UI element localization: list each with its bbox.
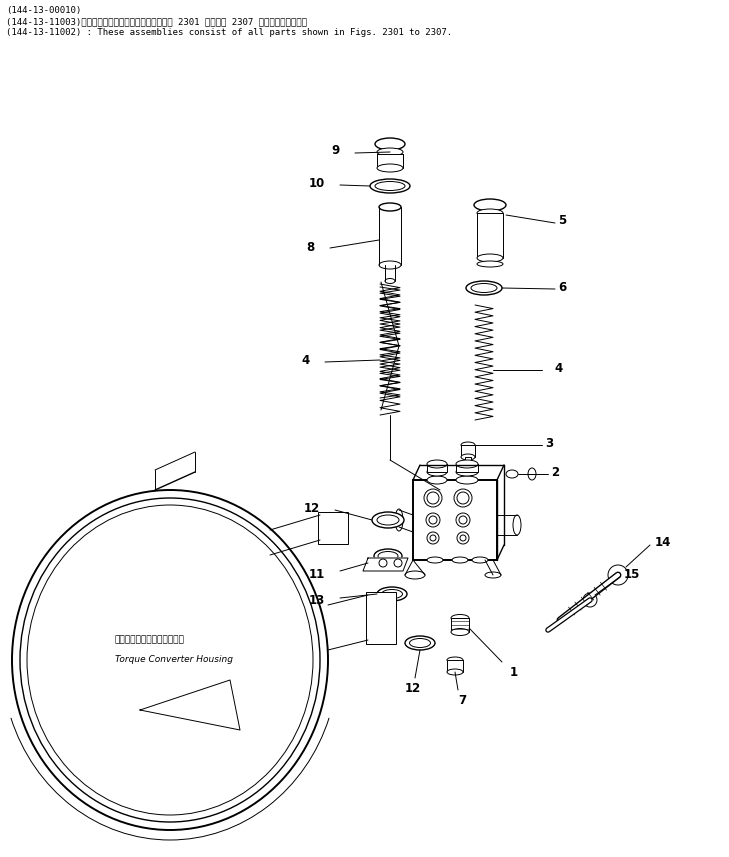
Text: 6: 6: [558, 280, 566, 293]
Circle shape: [427, 532, 439, 544]
Ellipse shape: [395, 509, 403, 531]
Ellipse shape: [477, 254, 503, 262]
Circle shape: [379, 559, 387, 567]
Text: 2: 2: [551, 465, 559, 478]
Bar: [413, 480, 497, 560]
Bar: [477, 213, 503, 258]
Circle shape: [430, 535, 436, 541]
Circle shape: [426, 513, 440, 527]
Circle shape: [424, 489, 442, 507]
Text: Torque Converter Housing: Torque Converter Housing: [115, 656, 233, 664]
Text: (144-13-00010): (144-13-00010): [6, 6, 81, 15]
Circle shape: [457, 532, 469, 544]
Ellipse shape: [20, 498, 320, 822]
Ellipse shape: [405, 571, 425, 579]
Bar: [447, 660, 463, 672]
Text: 7: 7: [458, 693, 466, 706]
Text: 8: 8: [307, 241, 315, 254]
Circle shape: [394, 559, 402, 567]
Text: 12: 12: [405, 681, 421, 694]
Circle shape: [429, 516, 437, 524]
Ellipse shape: [427, 476, 447, 484]
Text: 11: 11: [309, 568, 325, 582]
Ellipse shape: [377, 587, 407, 601]
Text: (144-13-11003)　これらのアセンブリの構成部品は第 2301 図から第 2307 図までございます。: (144-13-11003) これらのアセンブリの構成部品は第 2301 図から…: [6, 17, 307, 26]
Circle shape: [459, 516, 467, 524]
Ellipse shape: [381, 590, 402, 598]
Text: 9: 9: [332, 143, 340, 157]
Ellipse shape: [427, 468, 447, 476]
Bar: [465, 457, 471, 465]
Ellipse shape: [379, 203, 401, 211]
Bar: [427, 464, 447, 472]
Ellipse shape: [405, 636, 435, 650]
Ellipse shape: [372, 512, 404, 528]
Polygon shape: [363, 558, 408, 571]
Ellipse shape: [378, 552, 398, 560]
Circle shape: [608, 565, 628, 585]
Ellipse shape: [513, 515, 521, 535]
Ellipse shape: [427, 460, 447, 468]
Text: 13: 13: [309, 594, 325, 607]
Ellipse shape: [12, 490, 328, 830]
Ellipse shape: [477, 209, 503, 217]
Circle shape: [460, 535, 466, 541]
Ellipse shape: [456, 476, 478, 484]
Bar: [461, 445, 475, 457]
Ellipse shape: [427, 557, 443, 563]
Text: 5: 5: [558, 213, 566, 226]
Text: 4: 4: [302, 353, 310, 367]
Ellipse shape: [461, 442, 475, 448]
Ellipse shape: [477, 261, 503, 267]
Ellipse shape: [485, 572, 501, 578]
Ellipse shape: [370, 179, 410, 193]
Circle shape: [456, 513, 470, 527]
Ellipse shape: [528, 468, 536, 480]
Ellipse shape: [377, 515, 399, 525]
Bar: [451, 618, 469, 632]
Text: (144-13-11002) : These assemblies consist of all parts shown in Figs. 2301 to 23: (144-13-11002) : These assemblies consis…: [6, 28, 452, 37]
Bar: [456, 464, 478, 472]
Text: 1: 1: [510, 667, 518, 680]
Ellipse shape: [466, 281, 502, 295]
Bar: [366, 592, 396, 644]
Ellipse shape: [451, 614, 469, 621]
Ellipse shape: [474, 199, 506, 211]
Text: 4: 4: [554, 362, 562, 375]
Ellipse shape: [452, 557, 468, 563]
Ellipse shape: [447, 669, 463, 675]
Ellipse shape: [27, 505, 313, 815]
Ellipse shape: [456, 468, 478, 476]
Ellipse shape: [375, 182, 405, 190]
Ellipse shape: [506, 470, 518, 478]
Ellipse shape: [385, 279, 395, 284]
Circle shape: [454, 489, 472, 507]
Circle shape: [583, 593, 597, 607]
Bar: [318, 512, 348, 544]
Ellipse shape: [465, 464, 471, 466]
Ellipse shape: [377, 164, 403, 172]
Ellipse shape: [471, 284, 497, 292]
Text: 15: 15: [624, 567, 640, 580]
Text: 10: 10: [309, 177, 325, 189]
Ellipse shape: [451, 628, 469, 636]
Text: トルクコンバータハウジング: トルクコンバータハウジング: [115, 636, 185, 644]
Ellipse shape: [410, 638, 431, 648]
Ellipse shape: [377, 148, 403, 156]
Text: 12: 12: [304, 501, 320, 514]
Ellipse shape: [461, 454, 475, 460]
Ellipse shape: [379, 261, 401, 269]
Bar: [377, 154, 403, 168]
Ellipse shape: [456, 460, 478, 468]
Ellipse shape: [447, 657, 463, 663]
Circle shape: [457, 492, 469, 504]
Ellipse shape: [374, 549, 402, 563]
Text: 3: 3: [545, 436, 553, 450]
Ellipse shape: [472, 557, 488, 563]
Ellipse shape: [375, 138, 405, 150]
Circle shape: [427, 492, 439, 504]
Text: 14: 14: [655, 536, 671, 548]
